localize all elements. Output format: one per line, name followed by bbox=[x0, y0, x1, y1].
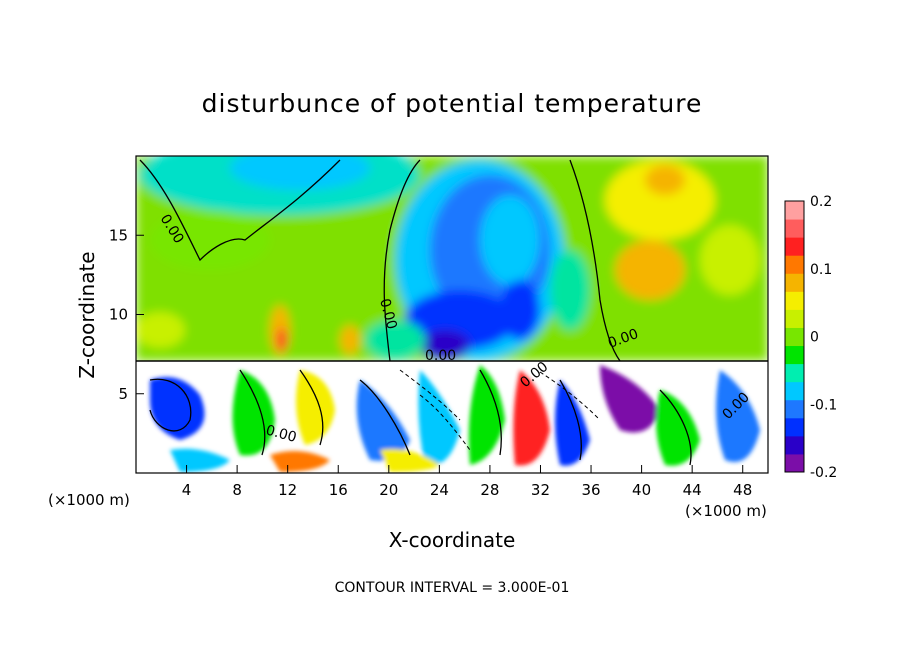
x-tick-label: 24 bbox=[430, 481, 449, 499]
y-tick-label: 10 bbox=[109, 306, 128, 324]
colorbar-swatch bbox=[785, 237, 804, 256]
colorbar-swatch bbox=[785, 363, 804, 383]
x-tick-label: 48 bbox=[733, 481, 752, 499]
y-axis-label: Z-coordinate bbox=[75, 251, 99, 378]
x-unit-right: (×1000 m) bbox=[685, 502, 767, 520]
x-tick-label: 20 bbox=[379, 481, 398, 499]
contour-lines bbox=[139, 159, 692, 466]
colorbar-tick-label: 0 bbox=[810, 330, 819, 346]
x-tick-label: 40 bbox=[632, 481, 651, 499]
contour-label: 0.00 bbox=[425, 348, 456, 364]
x-tick-label: 8 bbox=[232, 481, 242, 499]
upper-field bbox=[136, 156, 768, 361]
x-tick-label: 4 bbox=[182, 481, 192, 499]
colorbar-swatch bbox=[785, 453, 804, 473]
y-axis-ticks: 5 10 15 bbox=[109, 226, 144, 403]
colorbar-tick-label: 0.1 bbox=[810, 262, 832, 278]
heatmap-field: 0.00 0.00 0.00 0.00 0.00 0.00 0.00 bbox=[136, 156, 768, 473]
colorbar-tick-label: -0.1 bbox=[810, 397, 837, 413]
colorbar-tick-label: 0.2 bbox=[810, 194, 832, 210]
x-tick-label: 28 bbox=[480, 481, 499, 499]
x-tick-label: 16 bbox=[329, 481, 348, 499]
colorbar-swatch bbox=[785, 327, 804, 347]
colorbar-swatch bbox=[785, 273, 804, 292]
lower-field bbox=[136, 361, 768, 473]
colorbar-swatch bbox=[785, 201, 804, 220]
colorbar-swatch bbox=[785, 399, 804, 419]
colorbar-swatch bbox=[785, 219, 804, 238]
colorbar-swatch bbox=[785, 417, 804, 437]
chart-title: disturbunce of potential temperature bbox=[202, 89, 703, 118]
contour-label: 0.00 bbox=[264, 422, 298, 446]
y-tick-label: 5 bbox=[118, 385, 128, 403]
x-tick-label: 12 bbox=[278, 481, 297, 499]
colorbar-swatch bbox=[785, 255, 804, 274]
x-axis-label: X-coordinate bbox=[389, 528, 516, 552]
contour-label: 0.00 bbox=[376, 297, 400, 331]
y-tick-label: 15 bbox=[109, 226, 128, 244]
colorbar-swatch bbox=[785, 309, 804, 328]
x-unit-left: (×1000 m) bbox=[48, 491, 130, 509]
x-tick-label: 32 bbox=[531, 481, 550, 499]
colorbar bbox=[784, 200, 805, 473]
colorbar-swatch bbox=[785, 291, 804, 310]
contour-dashed bbox=[399, 369, 601, 451]
contour-interval-note: CONTOUR INTERVAL = 3.000E-01 bbox=[335, 580, 570, 596]
colorbar-labels: 0.2 0.1 0 -0.1 -0.2 bbox=[810, 194, 837, 481]
x-tick-label: 36 bbox=[581, 481, 600, 499]
x-axis-ticks: 4 8 12 16 20 24 28 32 36 40 44 48 bbox=[182, 465, 752, 499]
x-tick-label: 44 bbox=[683, 481, 702, 499]
colorbar-frame bbox=[784, 200, 805, 473]
colorbar-swatch bbox=[785, 345, 804, 365]
colorbar-tick-label: -0.2 bbox=[810, 465, 837, 481]
colorbar-swatch bbox=[785, 435, 804, 455]
colorbar-swatch bbox=[785, 381, 804, 401]
